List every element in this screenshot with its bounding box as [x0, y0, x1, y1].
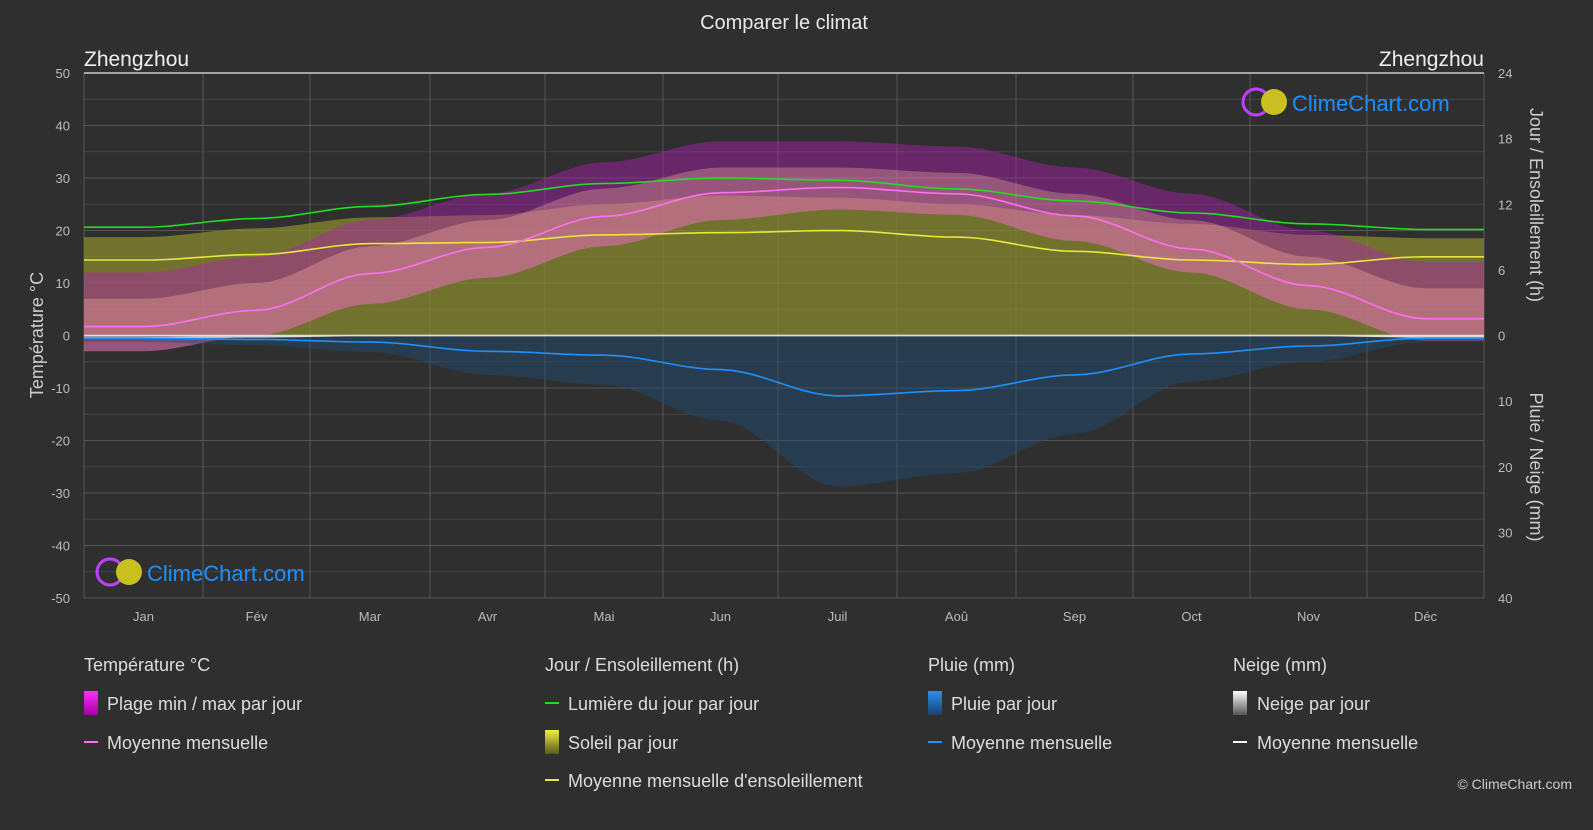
legend-sunshine-mean: Moyenne mensuelle d'ensoleillement: [568, 771, 863, 791]
xtick-month: Déc: [1414, 609, 1438, 624]
ytick-left: -40: [51, 539, 70, 554]
copyright: © ClimeChart.com: [1457, 776, 1572, 792]
legend-sun-header: Jour / Ensoleillement (h): [545, 655, 739, 675]
legend-temp-range: Plage min / max par jour: [107, 694, 302, 714]
chart-lines: [84, 72, 1484, 397]
ytick-left: -10: [51, 381, 70, 396]
brand-logo-bottom: ClimeChart.com: [95, 557, 305, 587]
ytick-left: 10: [56, 276, 70, 291]
snow-swatch: [1233, 691, 1247, 715]
xtick-month: Juil: [828, 609, 848, 624]
ytick-left: 0: [63, 329, 70, 344]
legend-temp-header: Température °C: [84, 655, 210, 675]
location-right: Zhengzhou: [1379, 48, 1484, 71]
legend-snow-header: Neige (mm): [1233, 655, 1327, 675]
xtick-month: Fév: [246, 609, 268, 624]
ytick-right-top: 24: [1498, 66, 1512, 81]
location-left: Zhengzhou: [84, 48, 189, 71]
ytick-left: 30: [56, 171, 70, 186]
ytick-left: 40: [56, 119, 70, 134]
ytick-right-top: 0: [1498, 329, 1505, 344]
ylabel-right-top: Jour / Ensoleillement (h): [1526, 108, 1546, 302]
ytick-left: -50: [51, 591, 70, 606]
legend-snow-day: Neige par jour: [1257, 694, 1370, 714]
brand-logo-top: ClimeChart.com: [1241, 87, 1450, 117]
daylight-line: [84, 177, 1484, 231]
sunshine-swatch: [545, 730, 559, 754]
xtick-month: Mai: [594, 609, 615, 624]
ytick-left: 20: [56, 224, 70, 239]
rain-swatch: [928, 691, 942, 715]
ytick-left: -20: [51, 434, 70, 449]
xtick-month: Sep: [1063, 609, 1086, 624]
ytick-left: 50: [56, 66, 70, 81]
legend-rain-header: Pluie (mm): [928, 655, 1015, 675]
ytick-left: -30: [51, 486, 70, 501]
xtick-month: Oct: [1181, 609, 1202, 624]
rain-area: [84, 335, 1484, 487]
legend: Température °C Plage min / max par jour …: [84, 655, 1418, 791]
ytick-right-top: 12: [1498, 197, 1512, 212]
brand-text-bottom: ClimeChart.com: [147, 561, 305, 586]
xtick-month: Jan: [133, 609, 154, 624]
legend-rain-mean: Moyenne mensuelle: [951, 733, 1112, 753]
ytick-right-top: 18: [1498, 132, 1512, 147]
legend-snow-mean: Moyenne mensuelle: [1257, 733, 1418, 753]
legend-temp-mean: Moyenne mensuelle: [107, 733, 268, 753]
ylabel-left: Température °C: [27, 272, 47, 398]
legend-daylight: Lumière du jour par jour: [568, 694, 759, 714]
rain-mean-line: [84, 337, 1484, 397]
ytick-right-top: 6: [1498, 263, 1505, 278]
temp-range-area: [84, 167, 1484, 352]
xtick-month: Jun: [710, 609, 731, 624]
chart-title: Comparer le climat: [700, 12, 868, 34]
ytick-right-bottom: 30: [1498, 525, 1512, 540]
ytick-right-bottom: 20: [1498, 460, 1512, 475]
ylabel-right-bottom: Pluie / Neige (mm): [1526, 392, 1546, 541]
xtick-month: Avr: [478, 609, 498, 624]
xtick-month: Nov: [1297, 609, 1321, 624]
xtick-month: Aoû: [945, 609, 968, 624]
ytick-right-bottom: 10: [1498, 394, 1512, 409]
legend-sunshine: Soleil par jour: [568, 733, 678, 753]
xtick-month: Mar: [359, 609, 382, 624]
ytick-right-bottom: 40: [1498, 591, 1512, 606]
temp-range-swatch: [84, 691, 98, 715]
temp-range-upper-area: [84, 141, 1484, 299]
brand-text-top: ClimeChart.com: [1292, 91, 1450, 116]
temp-mean-line: [84, 186, 1484, 328]
axis-ticks: 50 40 30 20 10 0 -10 -20 -30 -40 -50 24 18 12 6 0 10 20 30…: [51, 66, 1512, 624]
legend-rain-day: Pluie par jour: [951, 694, 1057, 714]
sunshine-mean-line: [84, 229, 1484, 266]
chart-areas: [84, 141, 1484, 487]
